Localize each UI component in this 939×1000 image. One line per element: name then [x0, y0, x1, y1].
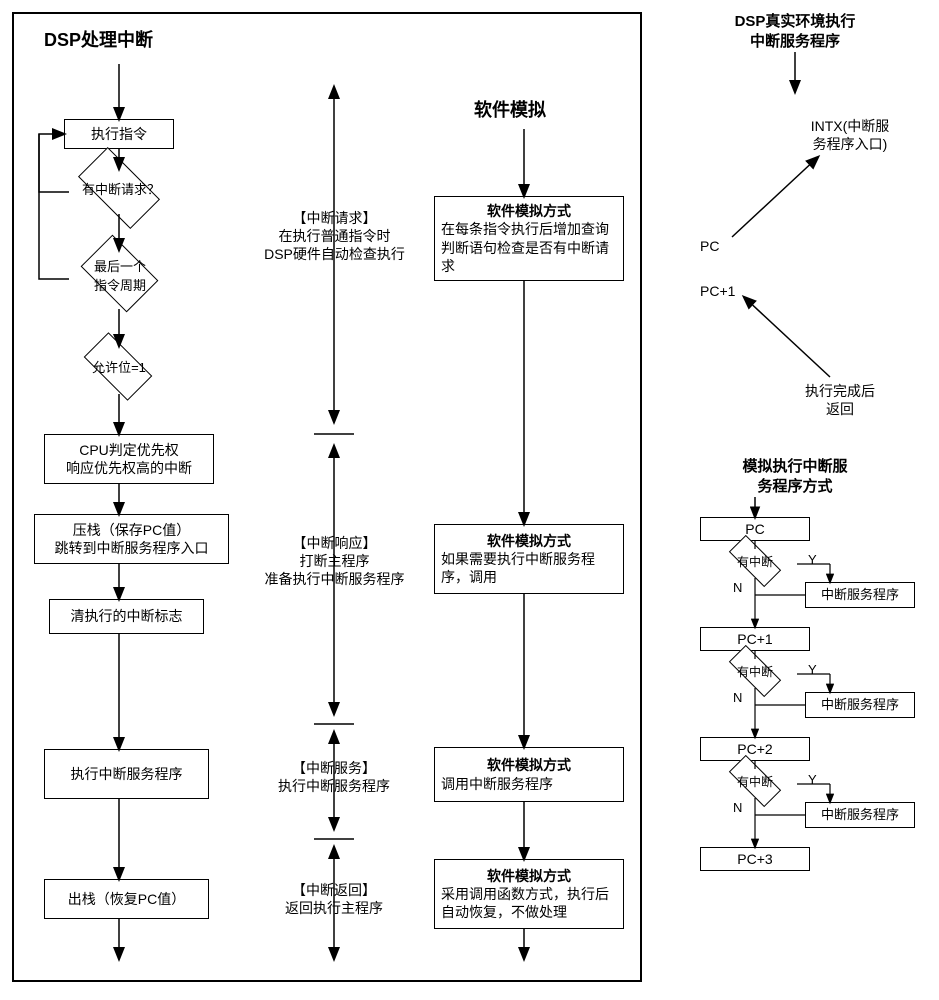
- n-1: N: [733, 690, 742, 707]
- y-2: Y: [808, 772, 817, 789]
- y-0: Y: [808, 552, 817, 569]
- isr-1: 中断服务程序: [805, 692, 915, 718]
- rt-sim-title: 模拟执行中断服 务程序方式: [730, 457, 860, 496]
- sim-box-2-title: 软件模拟方式: [441, 532, 617, 550]
- y-1: Y: [808, 662, 817, 679]
- mid-2: 【中断响应】 打断主程序 准备执行中断服务程序: [247, 534, 422, 589]
- pc-box-1: PC+1: [700, 627, 810, 651]
- sim-box-4-title: 软件模拟方式: [441, 867, 617, 885]
- mid-3: 【中断服务】 执行中断服务程序: [254, 759, 414, 795]
- box-exec-isr: 执行中断服务程序: [44, 749, 209, 799]
- sim-arrows: [660, 12, 925, 982]
- title-dsp: DSP处理中断: [44, 29, 153, 52]
- rt-pc1: PC+1: [700, 282, 735, 300]
- box-clear: 清执行的中断标志: [49, 599, 204, 634]
- box-push: 压栈（保存PC值） 跳转到中断服务程序入口: [34, 514, 229, 564]
- sim-box-2: 软件模拟方式 如果需要执行中断服务程序，调用: [434, 524, 624, 594]
- box-pop: 出栈（恢复PC值）: [44, 879, 209, 919]
- sim-box-1-title: 软件模拟方式: [441, 202, 617, 220]
- pc-box-2: PC+2: [700, 737, 810, 761]
- sim-box-1-body: 在每条指令执行后增加查询判断语句检查是否有中断请求: [441, 220, 617, 275]
- rt-intx: INTX(中断服 务程序入口): [795, 117, 905, 153]
- box-exec-instr: 执行指令: [64, 119, 174, 149]
- n-2: N: [733, 800, 742, 817]
- sim-box-2-body: 如果需要执行中断服务程序，调用: [441, 550, 617, 586]
- sim-box-3-title: 软件模拟方式: [441, 756, 617, 774]
- rt-return: 执行完成后 返回: [790, 382, 890, 418]
- sim-box-3: 软件模拟方式 调用中断服务程序: [434, 747, 624, 802]
- sim-box-1: 软件模拟方式 在每条指令执行后增加查询判断语句检查是否有中断请求: [434, 196, 624, 281]
- sim-box-4: 软件模拟方式 采用调用函数方式，执行后自动恢复，不做处理: [434, 859, 624, 929]
- pc-box-3: PC+3: [700, 847, 810, 871]
- pc-box-0: PC: [700, 517, 810, 541]
- sim-box-3-body: 调用中断服务程序: [441, 775, 553, 793]
- sim-box-4-body: 采用调用函数方式，执行后自动恢复，不做处理: [441, 885, 617, 921]
- mid-4: 【中断返回】 返回执行主程序: [254, 881, 414, 917]
- isr-2: 中断服务程序: [805, 802, 915, 828]
- rt-pc: PC: [700, 237, 719, 255]
- title-sim: 软件模拟: [474, 99, 546, 122]
- isr-0: 中断服务程序: [805, 582, 915, 608]
- left-panel: DSP处理中断 软件模拟 执行指令 有中断请求？ 最后一个 指令周期 允许位=1…: [12, 12, 642, 982]
- right-panel: DSP真实环境执行 中断服务程序 INTX(中断服 务程序入口) PC PC+1…: [660, 12, 925, 982]
- mid-1: 【中断请求】 在执行普通指令时 DSP硬件自动检查执行: [247, 209, 422, 264]
- rt-title: DSP真实环境执行 中断服务程序: [720, 12, 870, 51]
- n-0: N: [733, 580, 742, 597]
- box-priority: CPU判定优先权 响应优先权高的中断: [44, 434, 214, 484]
